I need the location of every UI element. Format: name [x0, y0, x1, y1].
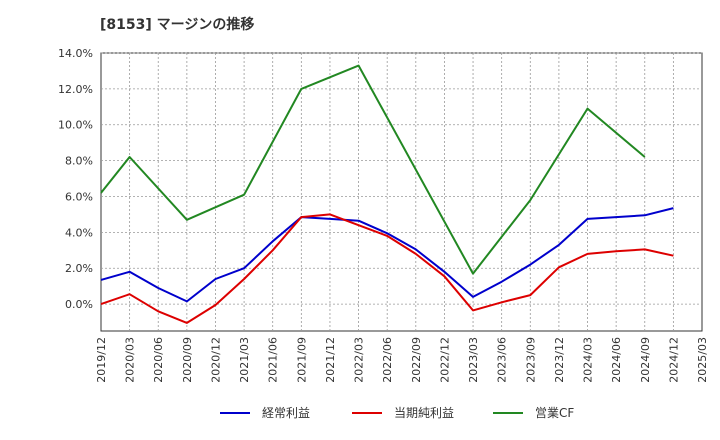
x-tick-label: 2023/09 — [524, 337, 537, 383]
x-tick-label: 2019/12 — [95, 337, 108, 383]
y-tick-label: 4.0% — [65, 226, 93, 239]
y-tick-label: 2.0% — [65, 262, 93, 275]
legend-label-2: 営業CF — [535, 406, 574, 420]
legend-label-1: 当期純利益 — [394, 406, 454, 420]
x-tick-label: 2023/06 — [496, 337, 509, 383]
y-tick-label: 12.0% — [58, 83, 93, 96]
x-tick-label: 2021/12 — [324, 337, 337, 383]
x-tick-label: 2024/12 — [667, 337, 680, 383]
x-tick-label: 2022/03 — [353, 337, 366, 383]
x-tick-label: 2020/06 — [152, 337, 165, 383]
series-line-2 — [100, 64, 646, 275]
y-tick-label: 0.0% — [65, 298, 93, 311]
series-line-1 — [100, 213, 674, 324]
plot-area — [100, 52, 703, 332]
x-tick-label: 2022/06 — [381, 337, 394, 383]
x-tick-label: 2021/03 — [238, 337, 251, 383]
x-tick-label: 2021/06 — [267, 337, 280, 383]
y-tick-label: 14.0% — [58, 47, 93, 60]
x-tick-label: 2020/12 — [209, 337, 222, 383]
series-line-0 — [100, 207, 674, 303]
y-tick-label: 8.0% — [65, 155, 93, 168]
x-tick-label: 2022/12 — [438, 337, 451, 383]
x-tick-label: 2023/03 — [467, 337, 480, 383]
chart-title: [8153] マージンの推移 — [100, 17, 255, 33]
x-tick-label: 2025/03 — [696, 337, 709, 383]
x-tick-label: 2021/09 — [295, 337, 308, 383]
x-tick-label: 2020/09 — [181, 337, 194, 383]
x-tick-label: 2023/12 — [553, 337, 566, 383]
x-tick-label: 2024/03 — [582, 337, 595, 383]
legend-label-0: 経常利益 — [262, 406, 310, 420]
x-tick-label: 2024/06 — [610, 337, 623, 383]
y-tick-label: 10.0% — [58, 119, 93, 132]
x-tick-label: 2022/09 — [410, 337, 423, 383]
x-tick-label: 2024/09 — [639, 337, 652, 383]
y-tick-label: 6.0% — [65, 190, 93, 203]
x-tick-label: 2020/03 — [124, 337, 137, 383]
